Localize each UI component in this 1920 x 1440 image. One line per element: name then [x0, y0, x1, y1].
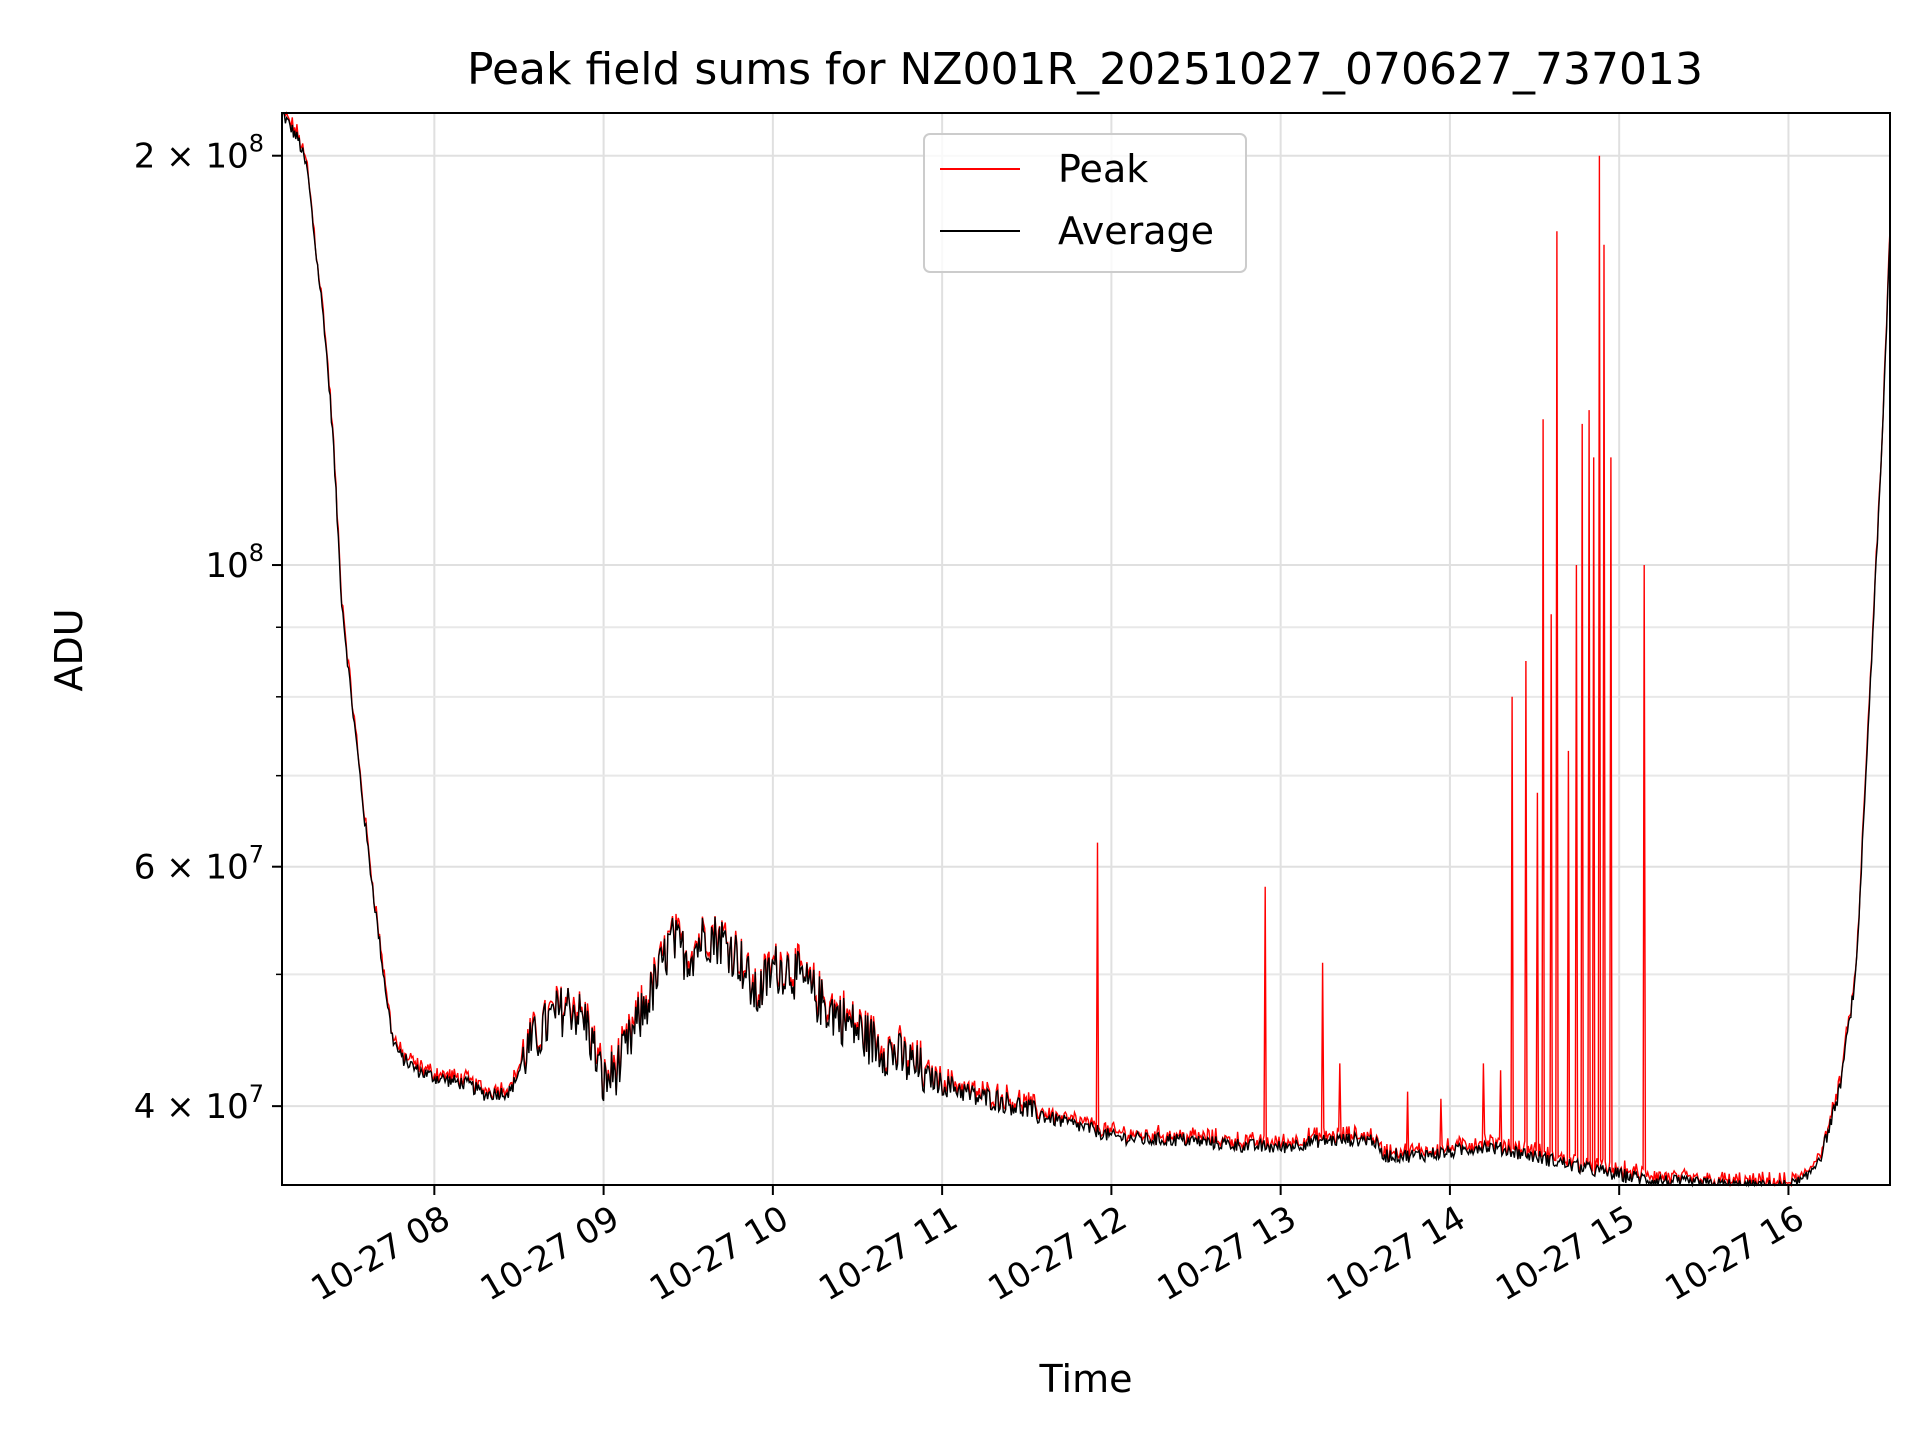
y-tick-label: 4 × 107 [134, 1080, 264, 1127]
y-tick-label: 108 [205, 539, 264, 586]
plot-frame [281, 112, 1891, 1186]
legend-label-peak: Peak [1058, 147, 1148, 191]
plot-series [282, 111, 1891, 1188]
grid-lines [282, 113, 1890, 1185]
legend: Peak Average [923, 133, 1247, 273]
x-axis-label: Time [1039, 1357, 1133, 1401]
y-tick-label: 6 × 107 [134, 841, 264, 888]
y-axis-label: ADU [47, 608, 91, 691]
legend-label-average: Average [1058, 209, 1214, 253]
average-series-line [282, 112, 1891, 1188]
chart-title: Peak field sums for NZ001R_20251027_0706… [467, 44, 1703, 95]
y-tick-label: 2 × 108 [134, 130, 264, 177]
